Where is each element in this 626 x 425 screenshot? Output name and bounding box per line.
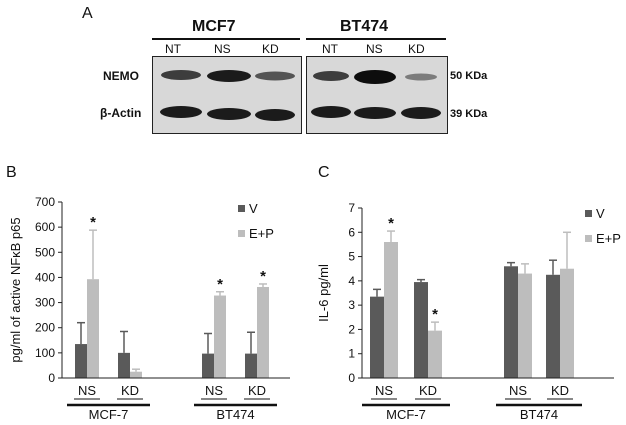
x-tick-label: NS [205,383,223,398]
legend-swatch [585,210,592,217]
group-label: BT474 [520,407,558,422]
legend-label: V [596,206,605,221]
band [354,70,396,84]
bar [428,330,442,378]
y-axis-label: pg/ml of active NFκB p65 [8,217,23,362]
bar [245,353,257,378]
x-tick-label: NS [78,383,96,398]
significance-mark: * [260,268,266,285]
legend-swatch [238,205,245,212]
bar [560,268,574,378]
y-tick-label: 0 [48,371,55,385]
x-tick-label: KD [419,383,437,398]
y-tick-label: 700 [35,195,55,209]
lane-label: NS [366,42,383,56]
significance-mark: * [388,215,394,232]
significance-mark: * [217,276,223,293]
panel-c-label: C [318,164,330,181]
legend-label: E+P [596,231,621,246]
y-tick-label: 400 [35,270,55,284]
legend-swatch [238,230,245,237]
panel-a-label: A [82,5,93,22]
x-tick-label: KD [121,383,139,398]
band [255,71,295,81]
band [313,71,349,81]
molecular-weight-label: 39 KDa [450,108,488,120]
blot-title-mcf7: MCF7 [192,18,236,35]
y-tick-label: 600 [35,220,55,234]
band [255,109,295,121]
blot-title-bt474: BT474 [340,18,389,35]
y-tick-label: 100 [35,346,55,360]
lane-label: NT [165,42,181,56]
lane-label: KD [262,42,279,56]
y-tick-label: 1 [348,347,355,361]
y-tick-label: 7 [348,201,355,215]
legend-label: E+P [249,226,274,241]
lane-label: NS [214,42,231,56]
bar [384,242,398,378]
y-tick-label: 5 [348,250,355,264]
significance-mark: * [90,214,96,231]
x-tick-label: NS [509,383,527,398]
blot-bands-mcf7 [160,70,295,121]
y-tick-label: 3 [348,298,355,312]
y-tick-label: 300 [35,296,55,310]
y-axis-label: IL-6 pg/ml [316,264,331,322]
blot-underline-mcf7 [152,38,300,40]
x-tick-label: KD [551,383,569,398]
y-tick-label: 500 [35,245,55,259]
bar [414,282,428,378]
band [207,70,251,82]
group-label: MCF-7 [386,407,426,422]
bar [518,273,532,378]
bar [546,274,560,378]
bar [118,352,130,378]
il6-bar-chart: 0 1 2 3 4 5 6 7 IL-6 pg/ml * * NS KD NS KD MCF-7 BT474 VE… [316,201,621,422]
bar [87,279,99,378]
blot-bands-bt474 [311,70,441,119]
bar [202,353,214,378]
molecular-weight-label: 50 KDa [450,70,488,82]
panel-b-label: B [6,164,17,181]
band [207,108,251,120]
y-tick-label: 0 [348,371,355,385]
bar [75,344,87,378]
group-label: BT474 [216,407,254,422]
nfkb-bar-chart: 0 100 200 300 400 500 600 700 pg/ml of active NF… [8,195,290,422]
band [311,106,351,118]
blot-row-label-actin: β-Actin [100,106,142,120]
bar [504,266,518,378]
band [401,107,441,119]
lane-label: NT [322,42,338,56]
y-tick-label: 4 [348,274,355,288]
blot-row-label-nemo: NEMO [103,69,139,83]
y-tick-label: 6 [348,225,355,239]
blot-image-mcf7 [152,56,302,134]
y-tick-label: 200 [35,321,55,335]
band [161,70,201,80]
blot-image-bt474 [306,56,448,134]
band [160,106,202,118]
lane-label: KD [408,42,425,56]
legend-label: V [249,201,258,216]
bar [370,296,384,378]
legend-swatch [585,235,592,242]
y-tick-label: 2 [348,322,355,336]
group-label: MCF-7 [89,407,129,422]
bar [130,371,142,378]
significance-mark: * [432,306,438,323]
blot-underline-bt474 [306,38,446,40]
x-tick-label: NS [375,383,393,398]
band [354,107,396,119]
band [405,73,437,81]
bar [214,295,226,378]
x-tick-label: KD [248,383,266,398]
bar [257,286,269,378]
